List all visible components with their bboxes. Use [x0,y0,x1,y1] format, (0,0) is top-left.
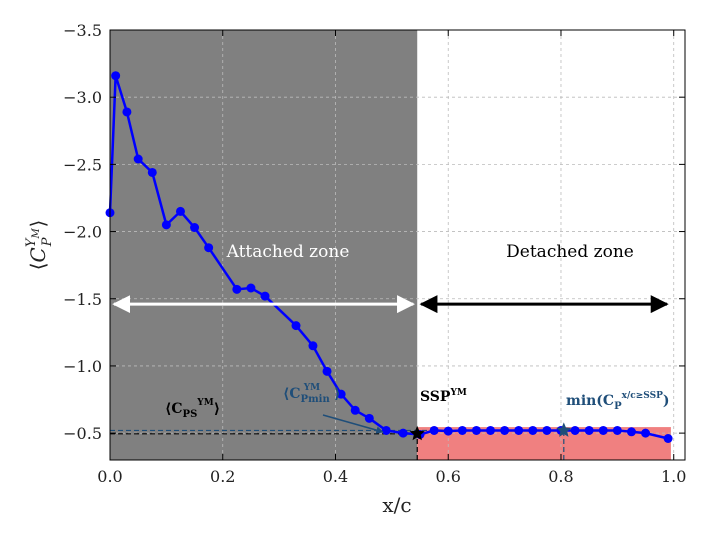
data-point [336,389,346,399]
min-star-marker [556,422,572,437]
x-tick-label: 0.2 [210,467,235,486]
data-point [626,427,636,437]
data-point [175,206,185,216]
data-point [570,425,580,435]
y-tick-label: −0.5 [63,424,102,443]
x-tick-label: 1.0 [661,467,686,486]
data-point [364,413,374,423]
x-tick-label: 0.0 [97,467,122,486]
data-point [598,425,608,435]
data-point [122,107,132,117]
data-point [308,341,318,351]
x-tick-label: 0.6 [436,467,461,486]
y-tick-label: −1.0 [63,357,102,376]
attached-zone-bg [110,30,418,460]
arrows-layer [112,295,669,434]
data-point [429,425,439,435]
data-point [111,71,121,81]
data-point [457,425,467,435]
data-point [612,425,622,435]
data-point [133,154,143,164]
y-tick-label: −3.5 [63,21,102,40]
data-point [500,425,510,435]
series-layer [105,71,673,443]
data-point [528,425,538,435]
data-point [398,428,408,438]
attached-zone-label: Attached zone [226,242,350,262]
data-point [542,425,552,435]
x-tick-label: 0.4 [323,467,348,486]
data-point [246,283,256,293]
data-point [147,167,157,177]
data-point [204,243,214,253]
data-point [514,425,524,435]
y-tick-label: −2.0 [63,223,102,242]
data-point [663,434,673,443]
detached-zone-label: Detached zone [506,242,634,262]
plot-frame [109,29,686,461]
data-point [291,321,301,331]
ticks-layer: 0.0 0.2 0.4 0.6 0.8 1.0 −0.5 −1.0 −1.5 −2.0 −2.5 −3… [63,21,686,486]
y-tick-label: −1.5 [63,290,102,309]
data-point [260,291,270,301]
svg-text:⟨CYMP⟩: ⟨CYMP⟩ [24,220,55,271]
data-point [641,428,651,438]
data-point [471,425,481,435]
data-point [322,366,332,376]
data-point [232,284,242,294]
data-point [486,425,496,435]
x-tick-label: 0.8 [548,467,573,486]
y-axis-title: ⟨CYMP⟩ [24,220,55,271]
data-point [584,425,594,435]
data-point [161,220,171,230]
data-point [443,426,453,436]
y-tick-label: −3.0 [63,88,102,107]
x-axis-title: x/c [382,493,411,517]
cpmin-pointer [322,414,384,434]
zones-layer [110,30,671,460]
data-point [350,405,360,415]
ssp-star-marker [409,425,425,441]
data-point [190,223,200,233]
data-point [381,425,391,435]
y-tick-label: −2.5 [63,155,102,174]
